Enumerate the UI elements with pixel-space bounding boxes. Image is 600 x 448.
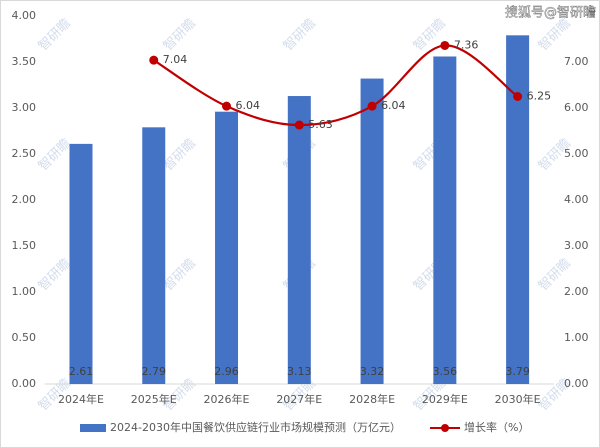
y2-tick-label: 1.00: [564, 331, 589, 344]
growth-point: [513, 92, 523, 101]
y2-tick-label: 3.00: [564, 239, 589, 252]
x-tick-label: 2030年E: [495, 392, 541, 406]
growth-label: 6.04: [381, 99, 406, 112]
bar: [69, 143, 93, 384]
x-tick-label: 2025年E: [131, 392, 177, 406]
bar-label: 2.61: [69, 365, 94, 378]
growth-point: [222, 101, 232, 111]
legend-label: 2024-2030年中国餐饮供应链行业市场规模预测（万亿元）: [110, 420, 401, 434]
y-tick-label: 2.50: [12, 147, 37, 160]
growth-label: 6.25: [527, 90, 552, 103]
bar: [506, 35, 530, 384]
y-tick-label: 4.00: [12, 9, 37, 22]
bar: [433, 56, 457, 384]
x-tick-label: 2026年E: [204, 392, 250, 406]
growth-point: [149, 55, 159, 65]
bar: [215, 111, 239, 385]
bar-label: 3.13: [287, 365, 312, 378]
bar-label: 3.79: [505, 365, 530, 378]
y-tick-label: 0.00: [12, 377, 37, 390]
y-tick-label: 1.50: [12, 239, 37, 252]
y2-tick-label: 6.00: [564, 101, 589, 114]
y2-tick-label: 2.00: [564, 285, 589, 298]
growth-line: [153, 44, 519, 127]
source-mark: 搜狐号@智研瞻: [505, 6, 596, 21]
x-tick-label: 2024年E: [58, 392, 104, 406]
growth-point: [367, 101, 377, 111]
legend-swatch: [80, 424, 106, 432]
legend-label: 增长率（%）: [464, 420, 529, 434]
bar: [142, 127, 166, 384]
growth-label: 6.04: [236, 99, 261, 112]
bar-label: 3.56: [433, 365, 458, 378]
y2-tick-label: 0.00: [564, 377, 589, 390]
bar: [287, 96, 311, 384]
growth-label: 5.63: [308, 118, 333, 131]
y2-tick-label: 7.00: [564, 55, 589, 68]
growth-label: 7.04: [163, 53, 188, 66]
x-tick-label: 2028年E: [349, 392, 395, 406]
legend-marker: [441, 424, 449, 432]
y2-tick-label: 5.00: [564, 147, 589, 160]
x-tick-label: 2029年E: [422, 392, 468, 406]
x-tick-label: 2027年E: [276, 392, 322, 406]
bar-label: 3.32: [360, 365, 385, 378]
y-tick-label: 3.00: [12, 101, 37, 114]
y-tick-label: 0.50: [12, 331, 37, 344]
growth-label: 7.36: [454, 38, 479, 51]
y2-tick-label: 4.00: [564, 193, 589, 206]
bar-label: 2.79: [142, 365, 167, 378]
growth-point: [440, 40, 450, 50]
y-tick-label: 1.00: [12, 285, 37, 298]
growth-point: [294, 120, 304, 130]
y-tick-label: 2.00: [12, 193, 37, 206]
y-tick-label: 3.50: [12, 55, 37, 68]
bar: [360, 78, 384, 384]
bar-label: 2.96: [214, 365, 239, 378]
